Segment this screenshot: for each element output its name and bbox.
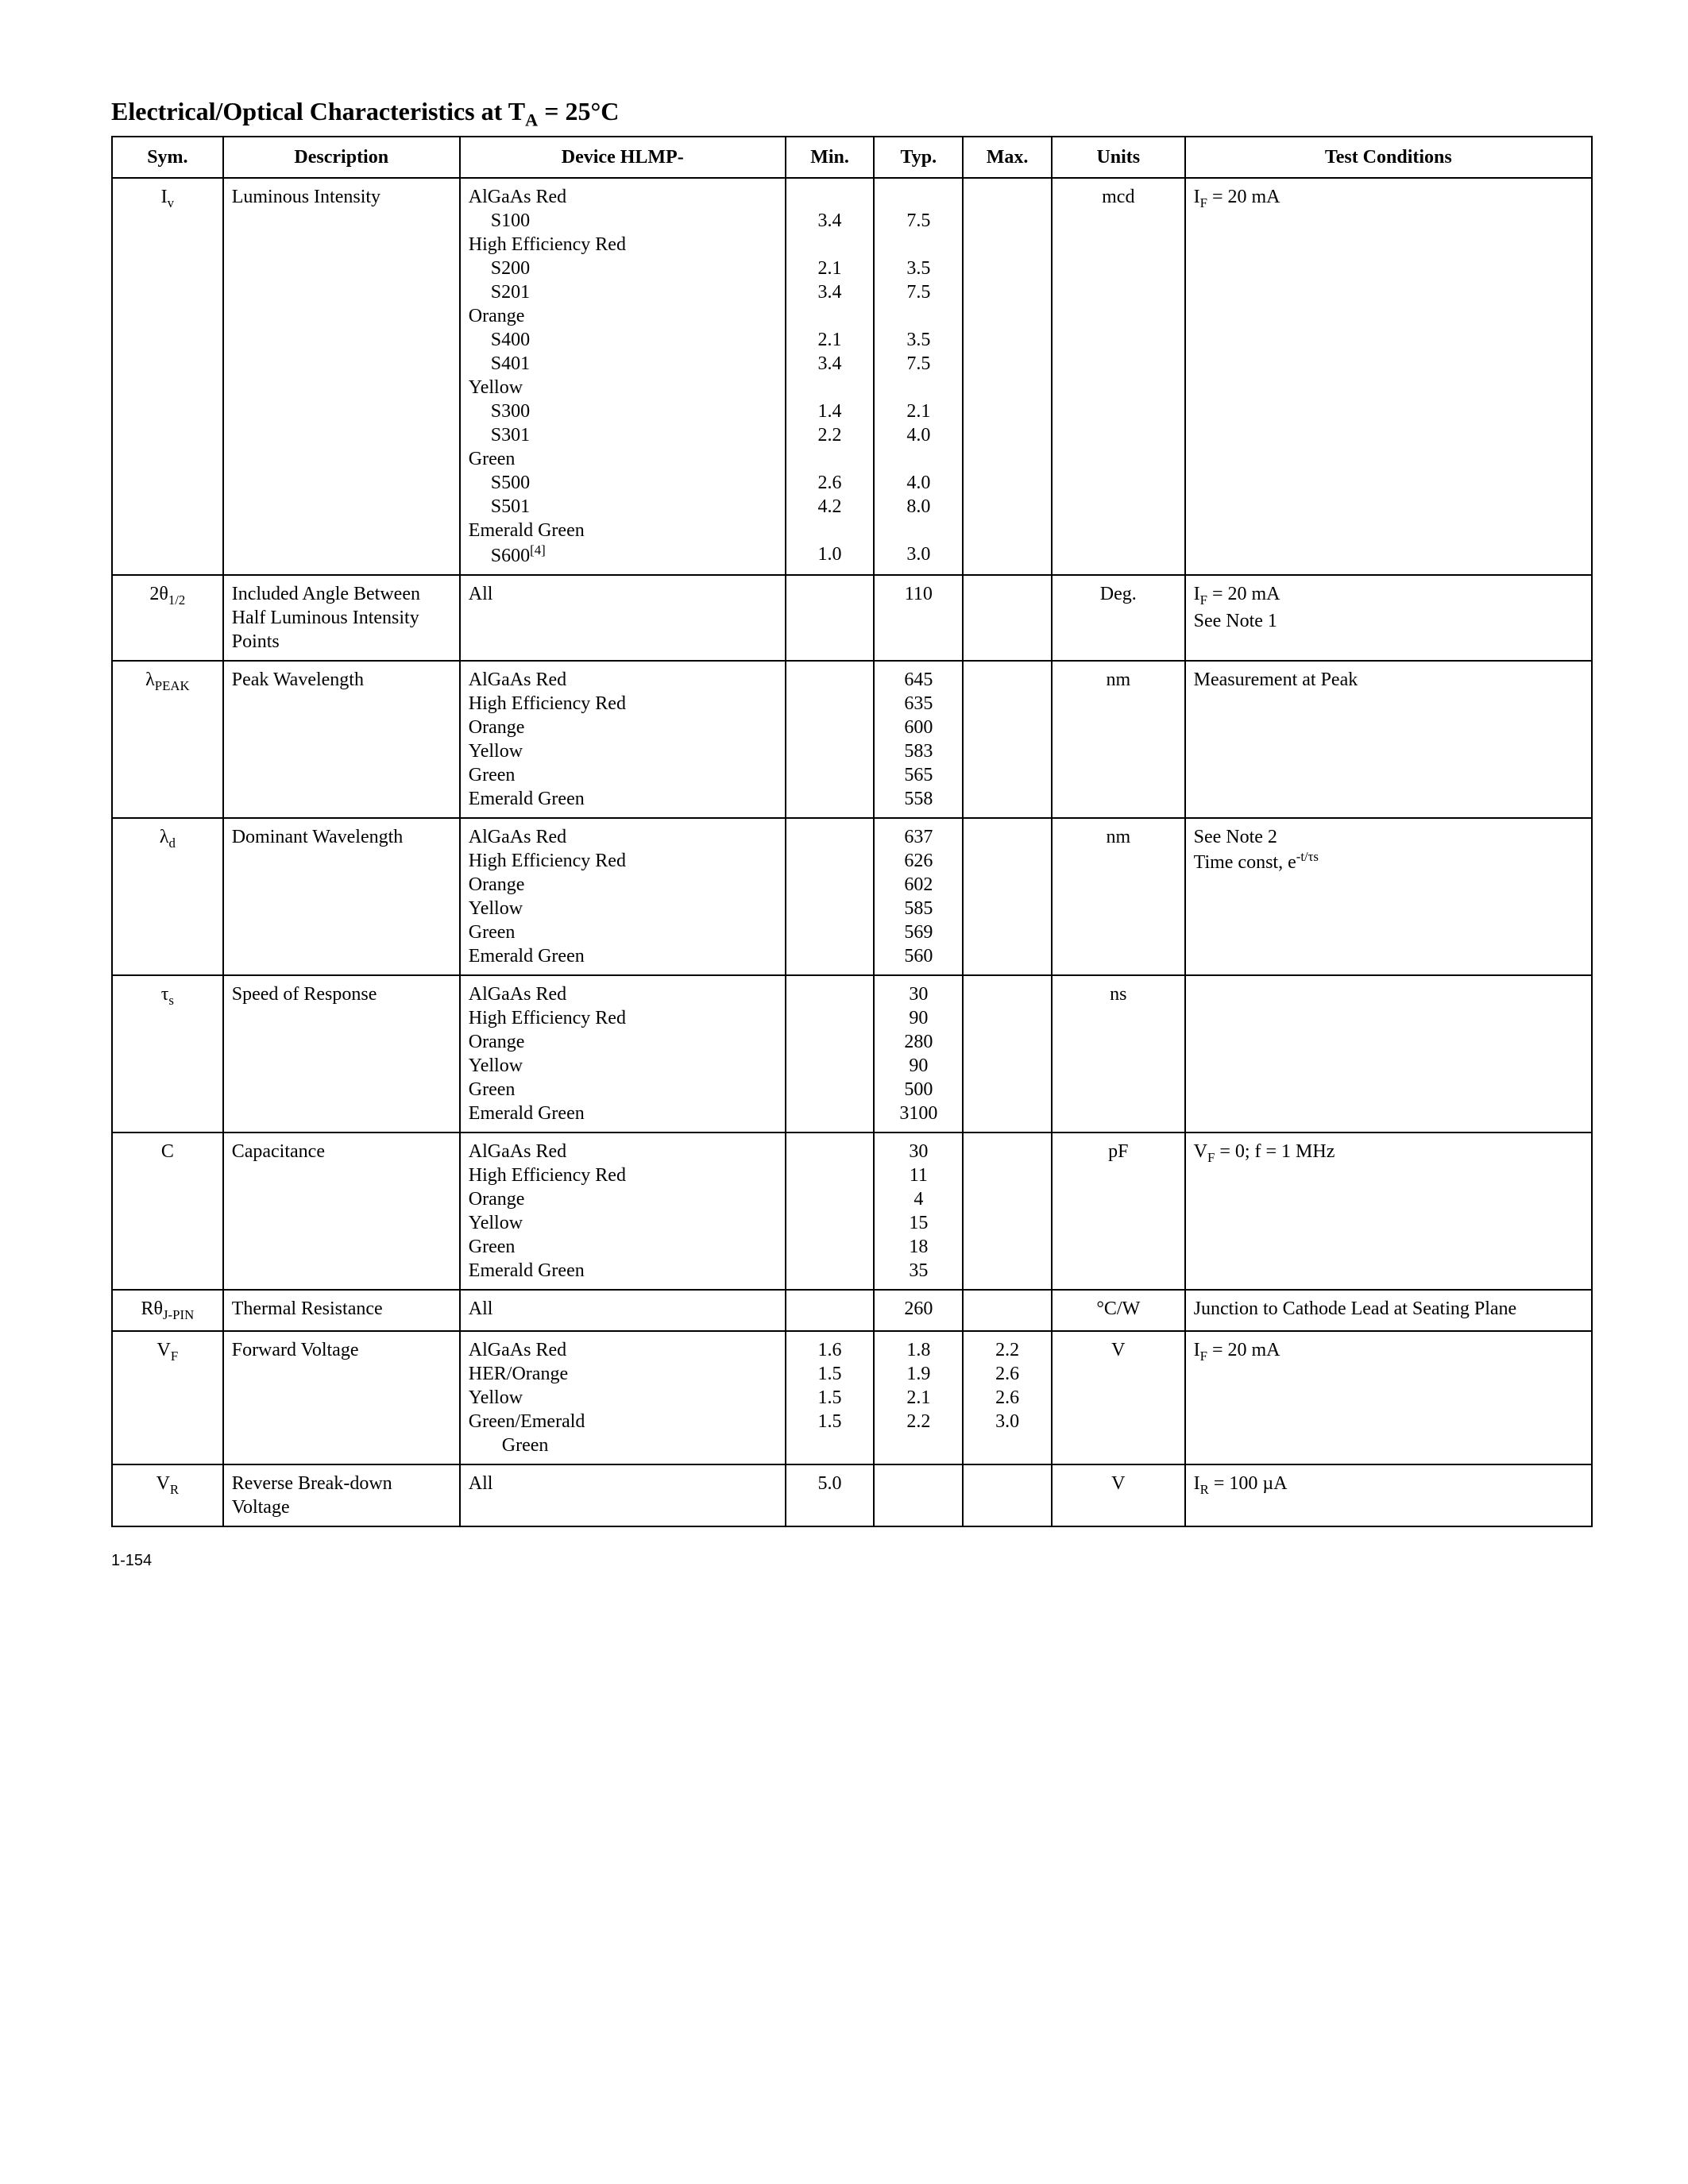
cell-dev: All [460,1464,786,1526]
page-title: Electrical/Optical Characteristics at TA… [111,95,1593,131]
cell-cond: Measurement at Peak [1185,661,1592,818]
th-units: Units [1052,137,1185,178]
cell-units: pF [1052,1133,1185,1290]
cell-min [786,1133,875,1290]
cell-min [786,818,875,975]
table-row: VRReverse Break-down VoltageAll5.0 VIR =… [112,1464,1592,1526]
th-dev: Device HLMP- [460,137,786,178]
cell-units: V [1052,1331,1185,1464]
cell-typ: 30114151835 [874,1133,963,1290]
cell-min: 1.61.51.51.5 [786,1331,875,1464]
cell-dev: All [460,1290,786,1331]
cell-desc: Capacitance [223,1133,460,1290]
table-header-row: Sym. Description Device HLMP- Min. Typ. … [112,137,1592,178]
cell-typ: 110 [874,575,963,661]
cell-dev: AlGaAs RedS100High Efficiency RedS200S20… [460,178,786,575]
cell-desc: Reverse Break-down Voltage [223,1464,460,1526]
cell-dev: AlGaAs RedHigh Efficiency RedOrangeYello… [460,975,786,1133]
cell-dev: AlGaAs RedHigh Efficiency RedOrangeYello… [460,818,786,975]
cell-units: nm [1052,818,1185,975]
cell-min: 5.0 [786,1464,875,1526]
cell-typ: 7.5 3.57.5 3.57.5 2.14.0 4.08.0 3.0 [874,178,963,575]
cell-units: ns [1052,975,1185,1133]
title-prefix: Electrical/Optical Characteristics at T [111,97,525,125]
cell-max [963,1464,1052,1526]
cell-min [786,1290,875,1331]
cell-sym: λd [112,818,223,975]
cell-min: 3.4 2.13.4 2.13.4 1.42.2 2.64.2 1.0 [786,178,875,575]
cell-min [786,661,875,818]
table-row: IvLuminous IntensityAlGaAs RedS100High E… [112,178,1592,575]
cell-dev: AlGaAs RedHigh Efficiency RedOrangeYello… [460,1133,786,1290]
cell-units: Deg. [1052,575,1185,661]
cell-cond: See Note 2Time const, e-t/τs [1185,818,1592,975]
cell-sym: Iv [112,178,223,575]
table-row: CCapacitanceAlGaAs RedHigh Efficiency Re… [112,1133,1592,1290]
cell-typ: 3090280905003100 [874,975,963,1133]
table-row: τsSpeed of ResponseAlGaAs RedHigh Effici… [112,975,1592,1133]
cell-typ: 260 [874,1290,963,1331]
th-min: Min. [786,137,875,178]
cell-desc: Peak Wavelength [223,661,460,818]
cell-min [786,575,875,661]
cell-desc: Included Angle Between Half Luminous Int… [223,575,460,661]
cell-desc: Forward Voltage [223,1331,460,1464]
cell-dev: AlGaAs RedHigh Efficiency RedOrangeYello… [460,661,786,818]
cell-cond: IF = 20 mA [1185,178,1592,575]
cell-max [963,661,1052,818]
cell-cond [1185,975,1592,1133]
cell-units: mcd [1052,178,1185,575]
cell-cond: VF = 0; f = 1 MHz [1185,1133,1592,1290]
table-row: λdDominant WavelengthAlGaAs RedHigh Effi… [112,818,1592,975]
title-subscript: A [525,110,538,129]
cell-typ: 645635600583565558 [874,661,963,818]
cell-sym: λPEAK [112,661,223,818]
cell-desc: Speed of Response [223,975,460,1133]
table-row: RθJ-PINThermal ResistanceAll 260 °C/WJun… [112,1290,1592,1331]
cell-sym: 2θ1/2 [112,575,223,661]
title-suffix: = 25°C [538,97,619,125]
table-row: λPEAKPeak WavelengthAlGaAs RedHigh Effic… [112,661,1592,818]
characteristics-table: Sym. Description Device HLMP- Min. Typ. … [111,136,1593,1527]
cell-units: V [1052,1464,1185,1526]
table-row: 2θ1/2Included Angle Between Half Luminou… [112,575,1592,661]
cell-sym: C [112,1133,223,1290]
cell-dev: AlGaAs RedHER/OrangeYellowGreen/EmeraldG… [460,1331,786,1464]
cell-max [963,1133,1052,1290]
table-row: VFForward VoltageAlGaAs RedHER/OrangeYel… [112,1331,1592,1464]
th-typ: Typ. [874,137,963,178]
cell-min [786,975,875,1133]
cell-max: 2.22.62.63.0 [963,1331,1052,1464]
cell-sym: τs [112,975,223,1133]
cell-dev: All [460,575,786,661]
th-sym: Sym. [112,137,223,178]
cell-cond: IF = 20 mA [1185,1331,1592,1464]
cell-cond: IF = 20 mASee Note 1 [1185,575,1592,661]
cell-units: °C/W [1052,1290,1185,1331]
cell-cond: Junction to Cathode Lead at Seating Plan… [1185,1290,1592,1331]
th-desc: Description [223,137,460,178]
cell-max [963,575,1052,661]
cell-sym: VF [112,1331,223,1464]
cell-max [963,818,1052,975]
cell-sym: VR [112,1464,223,1526]
cell-units: nm [1052,661,1185,818]
page-footer: 1-154 [111,1551,1593,1571]
cell-typ: 1.81.92.12.2 [874,1331,963,1464]
cell-max [963,178,1052,575]
cell-desc: Luminous Intensity [223,178,460,575]
cell-cond: IR = 100 µA [1185,1464,1592,1526]
cell-sym: RθJ-PIN [112,1290,223,1331]
cell-typ: 637626602585569560 [874,818,963,975]
th-max: Max. [963,137,1052,178]
cell-desc: Dominant Wavelength [223,818,460,975]
cell-typ [874,1464,963,1526]
cell-desc: Thermal Resistance [223,1290,460,1331]
th-cond: Test Conditions [1185,137,1592,178]
cell-max [963,1290,1052,1331]
cell-max [963,975,1052,1133]
